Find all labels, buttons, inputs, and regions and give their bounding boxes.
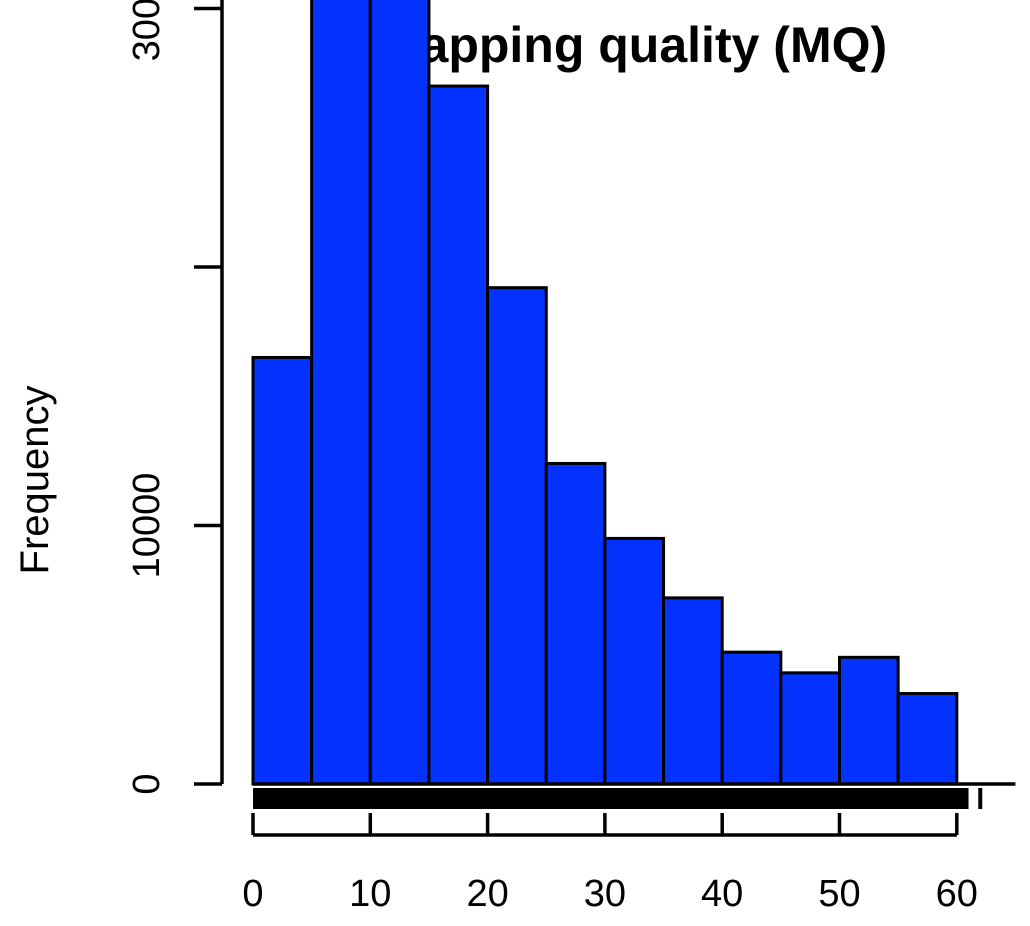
chart-title: Mapping quality (MQ)	[379, 17, 887, 73]
x-tick-label: 50	[818, 873, 860, 915]
y-axis-label: Frequency	[13, 386, 57, 575]
x-tick-label: 20	[466, 873, 508, 915]
x-tick-label: 40	[701, 873, 743, 915]
histogram-bar	[310, 0, 372, 786]
x-tick-label: 30	[584, 873, 626, 915]
histogram-bar	[427, 84, 490, 786]
y-tick-label: 10000	[126, 473, 168, 579]
y-tick-label: 30000	[126, 0, 168, 61]
histogram-bar	[368, 0, 431, 786]
histogram-bar	[838, 655, 900, 786]
y-axis: 0 10000 30000	[126, 0, 224, 795]
y-tick-label: 0	[126, 773, 168, 794]
bars-group	[251, 0, 959, 786]
x-tick-label: 10	[349, 873, 391, 915]
rug-group	[253, 788, 983, 809]
rug-strip	[253, 788, 969, 809]
histogram-bar	[251, 355, 314, 786]
x-tick-label: 60	[936, 873, 978, 915]
histogram-bar	[544, 461, 607, 786]
histogram-bar	[603, 536, 666, 786]
histogram-bar	[896, 692, 959, 786]
x-axis: 0 10 20 30 40 50 60	[242, 813, 978, 915]
histogram-bar	[486, 286, 548, 786]
histogram-bar	[662, 596, 724, 786]
histogram-bar	[779, 671, 841, 786]
histogram-bar	[720, 650, 783, 786]
x-tick-label: 0	[242, 873, 263, 915]
